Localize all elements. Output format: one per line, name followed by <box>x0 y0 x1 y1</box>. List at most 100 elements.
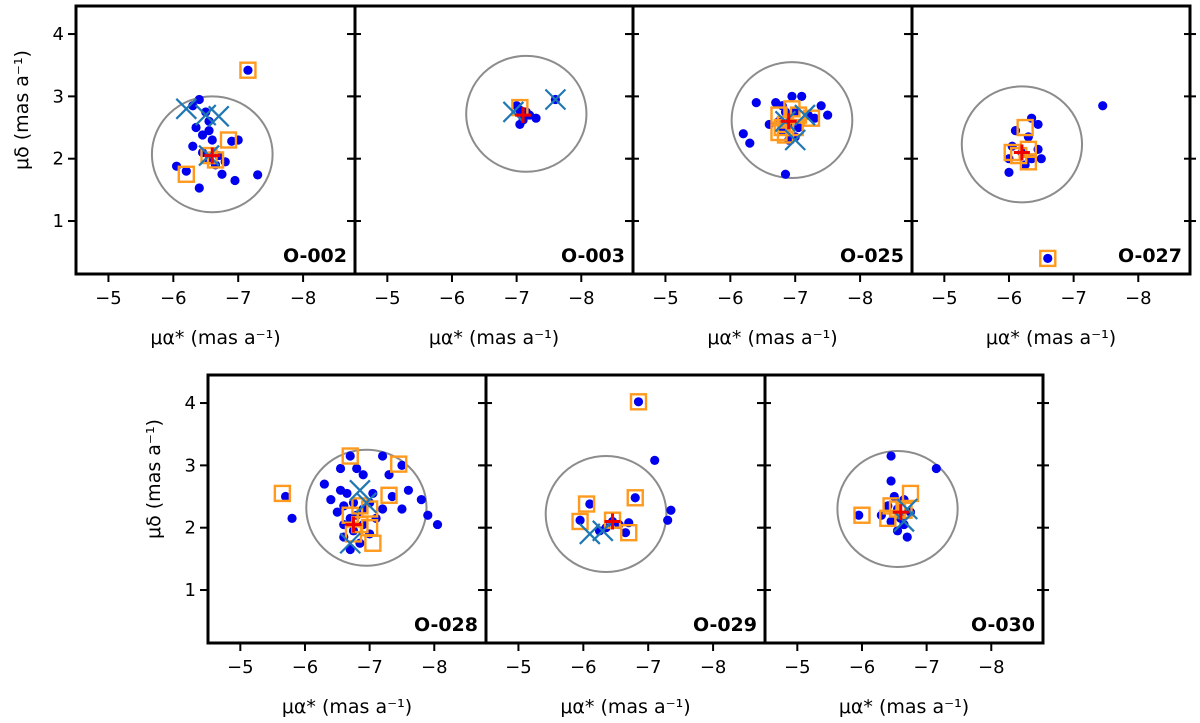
star-point <box>188 141 198 151</box>
x-tick-label: −7 <box>635 657 662 678</box>
y-tick-label: 3 <box>185 455 196 476</box>
x-tick-label: −7 <box>225 288 252 309</box>
star-point <box>377 451 388 461</box>
panel-label: O-028 <box>414 614 478 636</box>
x-tick-label: −5 <box>505 657 532 678</box>
y-tick-label: 4 <box>53 24 64 45</box>
plot-area <box>544 393 676 573</box>
x-tick-label: −8 <box>847 288 874 309</box>
star-point <box>416 495 426 505</box>
star-point <box>531 113 541 123</box>
cross-marker <box>339 532 362 555</box>
square-marker <box>341 447 359 465</box>
cross-marker <box>893 510 915 533</box>
panel-label: O-003 <box>561 245 625 267</box>
selection-circle <box>465 54 588 173</box>
cross-marker <box>175 98 198 120</box>
star-point <box>230 175 240 186</box>
cross-marker <box>502 101 525 123</box>
plot-area <box>465 54 588 173</box>
star-point <box>886 516 896 527</box>
selection-circle <box>305 448 428 567</box>
star-point <box>810 113 820 123</box>
selection-circle <box>544 455 668 573</box>
cross-marker <box>355 491 378 514</box>
star-point <box>358 470 368 480</box>
cross-marker <box>579 523 601 545</box>
y-tick-label: 3 <box>53 86 64 107</box>
panel-o-029: −5 −6 −7 −8 O-029 μα* (mas a⁻¹) <box>478 373 771 718</box>
square-marker <box>879 509 897 528</box>
panel-label: O-025 <box>840 245 904 267</box>
plot-area <box>150 61 274 214</box>
x-axis-label: μα* (mas a⁻¹) <box>839 696 969 718</box>
star-point <box>797 91 807 101</box>
star-point <box>352 463 362 474</box>
square-marker <box>626 489 644 507</box>
y-axis-label: μδ (mas a⁻¹) <box>11 50 33 170</box>
star-point <box>931 463 941 474</box>
star-point <box>332 507 342 517</box>
x-tick-label: −6 <box>160 288 187 309</box>
star-point <box>243 65 253 75</box>
star-point <box>1033 119 1043 130</box>
star-point <box>1043 253 1053 264</box>
x-tick-label: −5 <box>95 288 122 309</box>
star-point <box>633 397 644 407</box>
x-axis-label: μα* (mas a⁻¹) <box>560 696 690 718</box>
plot-area <box>960 85 1108 268</box>
x-tick-label: −8 <box>700 657 727 678</box>
star-point <box>197 130 208 140</box>
star-point <box>377 504 388 514</box>
y-tick-label: 2 <box>185 518 196 539</box>
selection-circle <box>730 61 854 180</box>
panel-label: O-027 <box>1118 245 1182 267</box>
star-point <box>204 126 214 136</box>
square-marker <box>239 61 257 79</box>
x-tick-label: −8 <box>978 657 1005 678</box>
cross-marker <box>349 479 371 502</box>
x-axis-label: μα* (mas a⁻¹) <box>986 327 1116 349</box>
y-tick-label: 2 <box>53 149 64 170</box>
square-marker <box>1039 249 1057 268</box>
panel-frame <box>910 4 1192 276</box>
star-point <box>335 463 346 474</box>
x-tick-label: −6 <box>292 657 319 678</box>
star-point <box>823 110 833 120</box>
star-point <box>253 170 263 180</box>
plot-area <box>836 450 959 568</box>
panel-frame <box>763 373 1045 645</box>
star-point <box>387 491 397 502</box>
square-marker <box>577 495 596 513</box>
star-point <box>745 138 755 148</box>
selection-circle <box>150 95 274 214</box>
x-axis-label: μα* (mas a⁻¹) <box>429 327 559 349</box>
x-tick-label: −5 <box>227 657 254 678</box>
panel-o-025: −5 −6 −7 −8 O-025 μα* (mas a⁻¹) <box>625 4 918 349</box>
center-marker <box>780 113 797 130</box>
center-marker <box>204 147 221 164</box>
star-point <box>575 515 585 525</box>
y-axis-label: μδ (mas a⁻¹) <box>143 419 165 539</box>
cross-marker <box>544 88 567 111</box>
star-point <box>432 519 443 530</box>
star-point <box>630 493 640 503</box>
star-point <box>397 504 407 514</box>
panel-o-027: −5 −6 −7 −8 O-027 μα* (mas a⁻¹) <box>904 4 1196 349</box>
cross-marker <box>592 520 614 542</box>
square-marker <box>219 131 238 149</box>
square-marker <box>776 126 795 144</box>
square-marker <box>360 500 379 518</box>
x-tick-label: −5 <box>784 657 811 678</box>
square-marker <box>273 484 292 503</box>
square-marker <box>351 497 369 515</box>
star-point <box>345 451 355 461</box>
square-marker <box>802 109 821 127</box>
selection-circle <box>960 85 1084 204</box>
panel-label: O-030 <box>971 614 1035 636</box>
cross-marker <box>794 104 816 126</box>
square-marker <box>364 534 382 552</box>
star-point <box>191 122 201 133</box>
x-tick-label: −5 <box>931 288 958 309</box>
